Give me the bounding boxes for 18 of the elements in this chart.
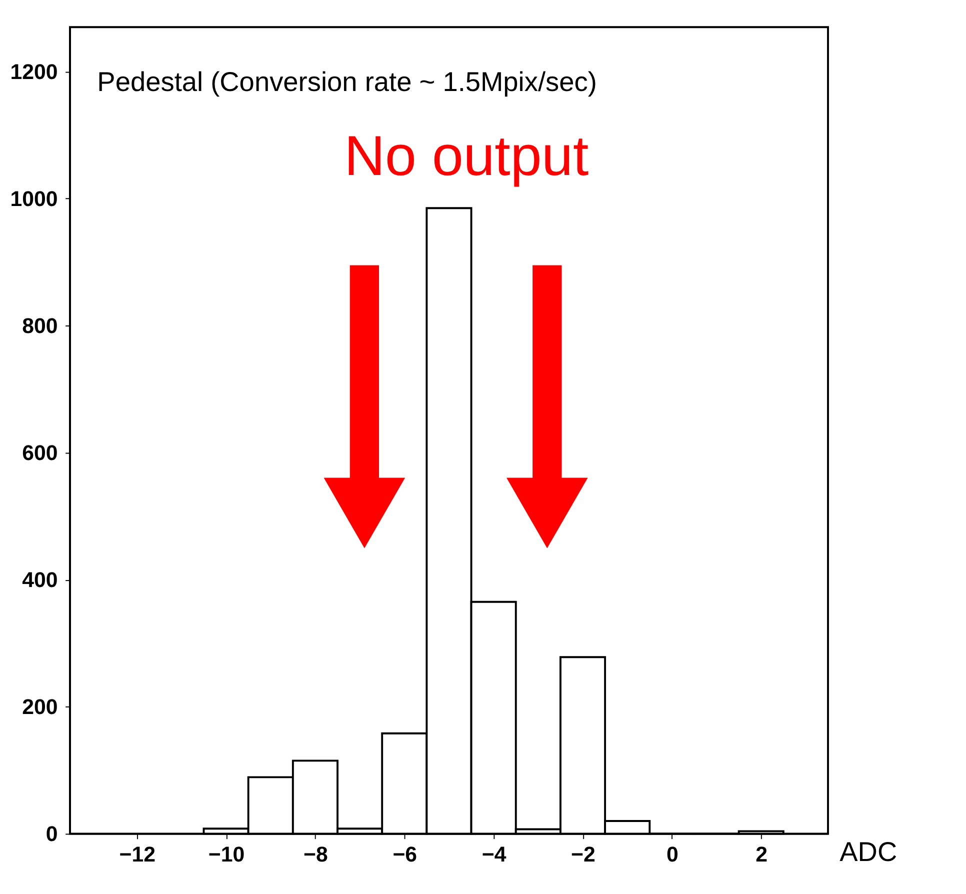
x-tick-label: −2 — [571, 842, 596, 866]
x-tick-label: −6 — [392, 842, 418, 866]
y-tick-label: 1200 — [10, 60, 58, 84]
x-tick-label: 0 — [666, 842, 678, 866]
y-tick-label: 1000 — [10, 186, 58, 211]
y-tick-label: 600 — [22, 440, 58, 465]
y-tick-label: 200 — [22, 694, 58, 719]
annotation: No output — [344, 124, 590, 187]
y-tick-label: 0 — [46, 822, 58, 846]
x-tick-label: −10 — [208, 842, 245, 866]
x-tick-label: −8 — [304, 842, 328, 866]
x-tick-label: −4 — [482, 842, 506, 866]
x-tick-label: −12 — [119, 842, 156, 866]
y-tick-label: 800 — [22, 314, 58, 338]
y-tick-label: 400 — [22, 568, 58, 592]
x-tick-label: 2 — [756, 842, 768, 866]
annotation: Pedestal (Conversion rate ~ 1.5Mpix/sec) — [97, 66, 597, 98]
x-axis-title: ADC — [840, 836, 898, 867]
